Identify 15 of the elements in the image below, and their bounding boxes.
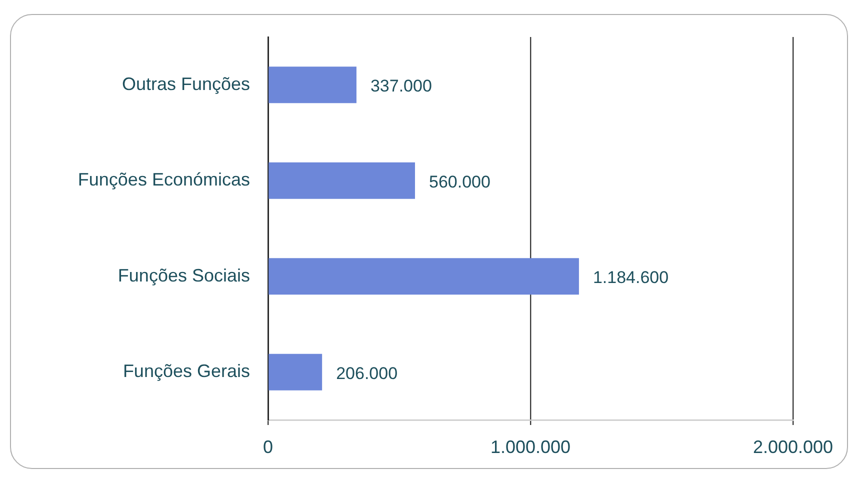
x-tick-label: 1.000.000 bbox=[490, 436, 571, 457]
x-tick-label: 0 bbox=[262, 436, 274, 457]
bar bbox=[268, 162, 415, 199]
bar bbox=[268, 66, 356, 104]
y-tick-label: Funções Gerais bbox=[122, 361, 250, 382]
data-label: 337.000 bbox=[370, 76, 432, 96]
y-tick-label: Funções Sociais bbox=[118, 265, 250, 286]
data-label: 206.000 bbox=[336, 364, 398, 383]
y-tick-label: Outras Funções bbox=[122, 74, 250, 94]
bar bbox=[268, 258, 579, 295]
y-tick-label: Funções Económicas bbox=[78, 170, 250, 190]
x-tick-label: 2.000.000 bbox=[752, 436, 834, 457]
data-label: 560.000 bbox=[429, 172, 490, 192]
data-label: 1.184.600 bbox=[592, 268, 669, 288]
bar bbox=[268, 354, 322, 390]
